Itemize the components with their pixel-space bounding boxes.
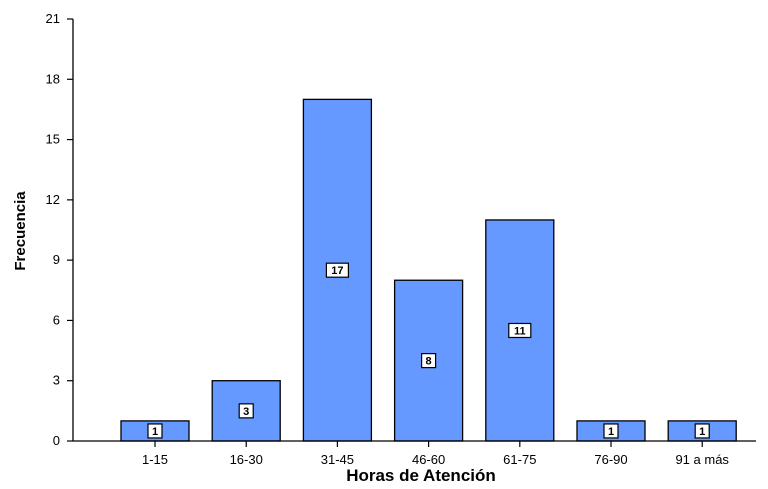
y-axis-ticks: 0 3 6 9 12 15 18 21 [46, 11, 73, 448]
data-label: 1 [694, 423, 710, 439]
x-axis-ticks: 1-15 16-30 31-45 46-60 61-75 76-90 91 a más [142, 441, 729, 467]
y-tick-label: 21 [46, 11, 60, 26]
data-label-box [238, 403, 254, 419]
y-axis-title: Frecuencia [12, 191, 29, 271]
y-tick-label: 12 [46, 192, 60, 207]
data-label-text: 1 [608, 426, 614, 438]
data-label: 1 [603, 423, 619, 439]
data-label: 11 [508, 322, 532, 339]
y-tick-label: 6 [53, 312, 60, 327]
data-label-text: 1 [699, 426, 705, 438]
data-label-text: 1 [152, 426, 158, 438]
x-tick-label: 76-90 [594, 452, 627, 467]
bars [120, 98, 737, 442]
x-tick-label: 16-30 [230, 452, 263, 467]
data-label-text: 8 [426, 356, 432, 368]
y-tick-label: 9 [53, 252, 60, 267]
data-label: 3 [238, 403, 254, 419]
data-label-box [325, 262, 349, 278]
x-tick-label: 61-75 [503, 452, 536, 467]
data-label-box [147, 423, 163, 439]
x-axis-title: Horas de Atención [346, 466, 496, 485]
data-label: 1 [147, 423, 163, 439]
x-tick-label: 46-60 [412, 452, 445, 467]
data-label-box [694, 423, 710, 439]
y-tick-label: 0 [53, 433, 60, 448]
y-tick-label: 3 [53, 373, 60, 388]
x-tick-label: 91 a más [675, 452, 729, 467]
data-label-text: 3 [243, 406, 249, 418]
data-label-box [603, 423, 619, 439]
x-tick-label: 1-15 [142, 452, 168, 467]
y-tick-label: 18 [46, 71, 60, 86]
data-label: 17 [325, 262, 349, 278]
data-label-box [421, 353, 437, 369]
data-label-box [508, 322, 532, 339]
x-tick-label: 31-45 [321, 452, 354, 467]
data-label: 8 [421, 353, 437, 369]
data-label-text: 17 [331, 265, 343, 277]
y-tick-label: 15 [46, 132, 60, 147]
data-label-text: 11 [514, 325, 526, 337]
